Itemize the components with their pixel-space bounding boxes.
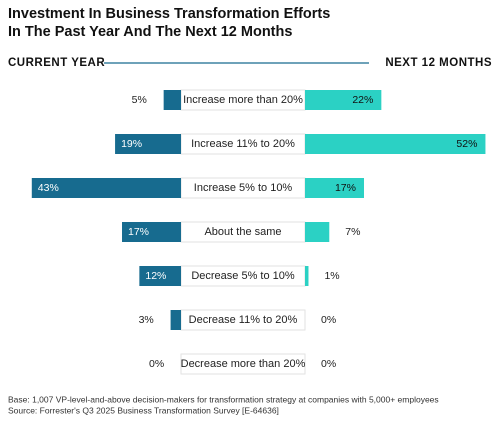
category-label: Increase 11% to 20% bbox=[191, 138, 295, 150]
value-label: 17% bbox=[335, 182, 356, 194]
value-label: 0% bbox=[321, 314, 336, 326]
category-box bbox=[180, 353, 306, 375]
legend-right: NEXT 12 MONTHS bbox=[385, 57, 492, 69]
value-label: 0% bbox=[149, 358, 164, 370]
bar bbox=[305, 90, 382, 110]
value-label: 52% bbox=[456, 138, 477, 150]
category-label: Decrease 5% to 10% bbox=[191, 270, 295, 282]
bar bbox=[170, 310, 181, 330]
category-label: Decrease more than 20% bbox=[181, 358, 306, 370]
value-label: 22% bbox=[352, 94, 373, 106]
bar bbox=[139, 266, 181, 286]
footnote: Source: Forrester's Q3 2025 Business Tra… bbox=[8, 405, 279, 415]
bar bbox=[163, 90, 181, 110]
category-label: Decrease 11% to 20% bbox=[189, 314, 298, 326]
category-label: About the same bbox=[204, 226, 281, 238]
value-label: 3% bbox=[139, 314, 154, 326]
bar bbox=[122, 222, 181, 242]
category-label: Increase more than 20% bbox=[183, 94, 303, 106]
value-label: 7% bbox=[345, 226, 360, 238]
bar bbox=[305, 222, 330, 242]
bar bbox=[305, 134, 486, 154]
value-label: 12% bbox=[145, 270, 166, 282]
bar bbox=[305, 266, 309, 286]
bar bbox=[115, 134, 181, 154]
category-label: Increase 5% to 10% bbox=[194, 182, 293, 194]
bar bbox=[305, 178, 364, 198]
value-label: 1% bbox=[324, 270, 339, 282]
chart-title: In The Past Year And The Next 12 Months bbox=[8, 24, 292, 40]
value-label: 19% bbox=[121, 138, 142, 150]
value-label: 0% bbox=[321, 358, 336, 370]
value-label: 5% bbox=[132, 94, 147, 106]
footnote: Base: 1,007 VP-level-and-above decision-… bbox=[8, 394, 439, 404]
value-label: 17% bbox=[128, 226, 149, 238]
value-label: 43% bbox=[38, 182, 59, 194]
chart-title: Investment In Business Transformation Ef… bbox=[8, 6, 330, 22]
bar bbox=[31, 178, 182, 198]
legend-left: CURRENT YEAR bbox=[8, 57, 105, 69]
